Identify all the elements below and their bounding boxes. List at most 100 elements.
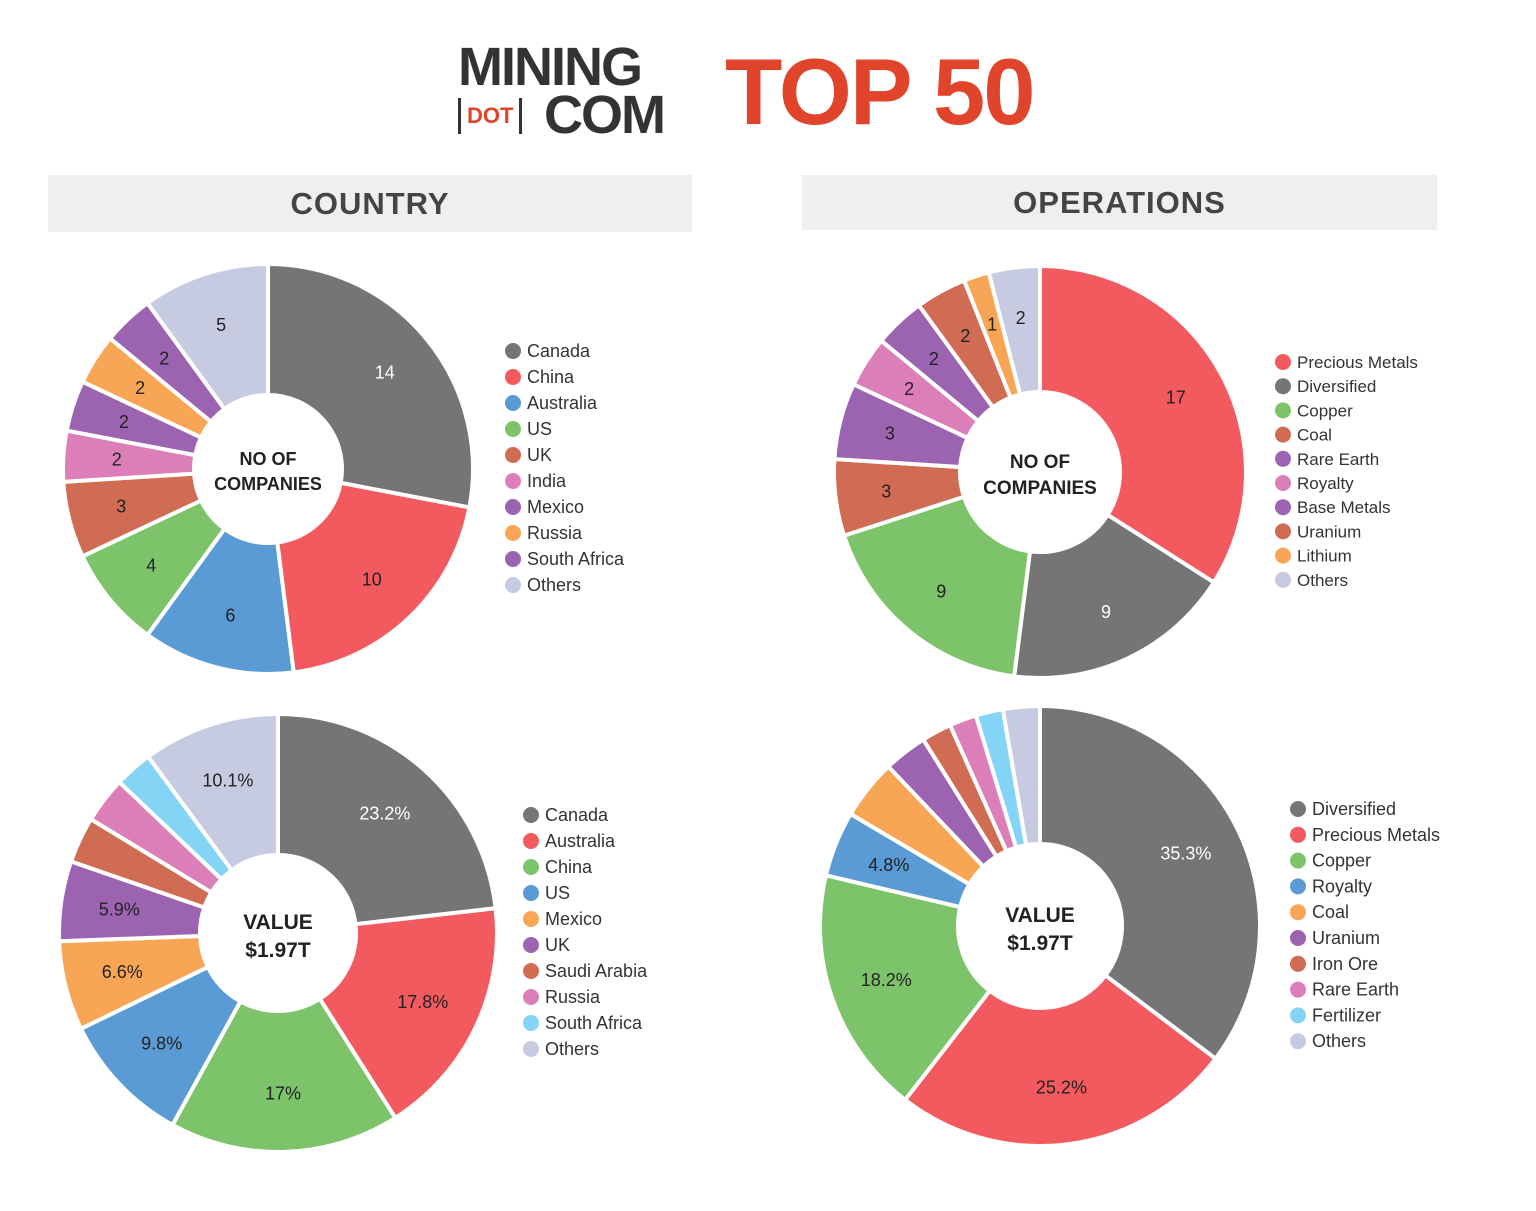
data-label: 3 [116, 497, 126, 517]
data-label: 10 [362, 569, 382, 589]
data-label: 2 [135, 378, 145, 398]
legend-entry: Australia [527, 393, 598, 413]
data-label: 18.2% [861, 970, 912, 990]
legend-entry: South Africa [527, 549, 625, 569]
data-label: 23.2% [359, 803, 410, 823]
legend-entry: Others [1312, 1031, 1366, 1051]
slice-precious-metals [1038, 263, 1248, 586]
data-label: 2 [960, 326, 970, 346]
legend-entry: Lithium [1297, 547, 1352, 566]
legend-entry: South Africa [545, 1013, 643, 1033]
legend-swatch [1290, 930, 1306, 946]
legend-swatch [505, 343, 521, 359]
legend-swatch [505, 577, 521, 593]
logo-line1: MINING [458, 37, 643, 97]
center-label: COMPANIES [214, 474, 322, 494]
data-label: 17% [265, 1083, 301, 1103]
center-label: VALUE [1005, 904, 1075, 927]
data-label: 17.8% [397, 992, 448, 1012]
data-label: 5.9% [99, 899, 140, 919]
legend-swatch [505, 447, 521, 463]
legend-swatch [1290, 981, 1306, 998]
data-label: 6.6% [102, 962, 143, 982]
legend-entry: Uranium [1312, 928, 1380, 948]
legend-entry: Others [1297, 571, 1348, 590]
legend-swatch [505, 525, 521, 541]
legend-entry: Copper [1312, 851, 1371, 871]
legend-swatch [523, 963, 539, 979]
slice-diversified [1011, 512, 1217, 680]
data-label: 4 [146, 556, 156, 576]
legend-swatch [1275, 499, 1291, 516]
slice-australia [144, 526, 296, 676]
legend-swatch [1275, 426, 1291, 443]
legend-swatch [523, 1041, 539, 1057]
legend-entry: Base Metals [1297, 498, 1391, 517]
slice-others [986, 263, 1042, 397]
legend-swatch [505, 421, 521, 437]
data-label: 35.3% [1160, 843, 1211, 863]
logo-dot: DOT [458, 98, 523, 134]
data-label: 2 [159, 349, 169, 369]
data-label: 3 [881, 481, 891, 501]
legend-entry: Canada [527, 341, 591, 361]
legend-entry: Others [527, 575, 581, 595]
legend-entry: Mexico [527, 497, 584, 517]
legend-swatch [1290, 852, 1306, 869]
legend-entry: Diversified [1312, 799, 1396, 819]
legend-swatch [1275, 378, 1291, 395]
legend-entry: Others [545, 1039, 599, 1059]
legend-entry: US [527, 419, 552, 439]
legend: Canada China Australia US UK India Mexico Russi… [505, 341, 625, 595]
legend-swatch [523, 807, 539, 823]
legend-swatch [1275, 402, 1291, 419]
legend-entry: Australia [545, 831, 616, 851]
legend-entry: Precious Metals [1297, 353, 1418, 372]
legend-swatch [1290, 801, 1306, 817]
legend-entry: Canada [545, 805, 609, 825]
data-label: 1 [987, 315, 997, 335]
data-label: 5 [216, 315, 226, 335]
legend-swatch [1290, 826, 1306, 843]
donut-chart-4: 35.3% 25.2% 18.2% 4.8% VALUE $1.97T [818, 703, 1262, 1148]
legend-entry: Russia [527, 523, 583, 543]
center-label: $1.97T [1007, 932, 1073, 955]
legend-swatch [1275, 523, 1291, 540]
center-label: NO OF [1010, 452, 1070, 473]
section-header-operations: OPERATIONS [802, 175, 1437, 230]
legend-swatch [1290, 1033, 1306, 1050]
center-label: $1.97T [245, 939, 311, 962]
legend-swatch [505, 499, 521, 515]
data-label: 2 [112, 449, 122, 469]
legend-entry: Coal [1312, 902, 1349, 922]
slice-copper [818, 872, 993, 1103]
slice-china [275, 480, 472, 675]
data-label: 17 [1166, 387, 1186, 407]
data-label: 2 [929, 349, 939, 369]
legend-entry: UK [527, 445, 552, 465]
legend-swatch [1275, 354, 1291, 370]
legend: Diversified Precious Metals Copper Royalty C… [1290, 799, 1440, 1051]
data-label: 6 [225, 606, 235, 626]
legend-swatch [505, 551, 521, 567]
legend-entry: Iron Ore [1312, 954, 1378, 974]
mining-dot-com-logo: MINING DOT COM [458, 37, 688, 142]
center-label: NO OF [240, 449, 297, 469]
legend-entry: Rare Earth [1297, 450, 1379, 469]
legend-entry: Rare Earth [1312, 980, 1399, 1000]
slice-precious-metals [902, 972, 1219, 1148]
legend-swatch [1290, 955, 1306, 972]
legend-swatch [1290, 904, 1306, 921]
legend-swatch [1275, 475, 1291, 491]
legend-swatch [505, 369, 521, 385]
legend-entry: Russia [545, 987, 601, 1007]
center-label: COMPANIES [983, 478, 1097, 499]
donut-chart-3: 23.2% 17.8% 17% 9.8% 6.6% 5.9% 10.1% VALUE $1.97… [57, 711, 499, 1154]
data-label: 2 [1016, 308, 1026, 328]
data-label: 3 [885, 423, 895, 443]
legend-swatch [1275, 571, 1291, 588]
legend-swatch [523, 859, 539, 875]
legend-entry: Uranium [1297, 522, 1361, 541]
legend-entry: China [545, 857, 593, 877]
